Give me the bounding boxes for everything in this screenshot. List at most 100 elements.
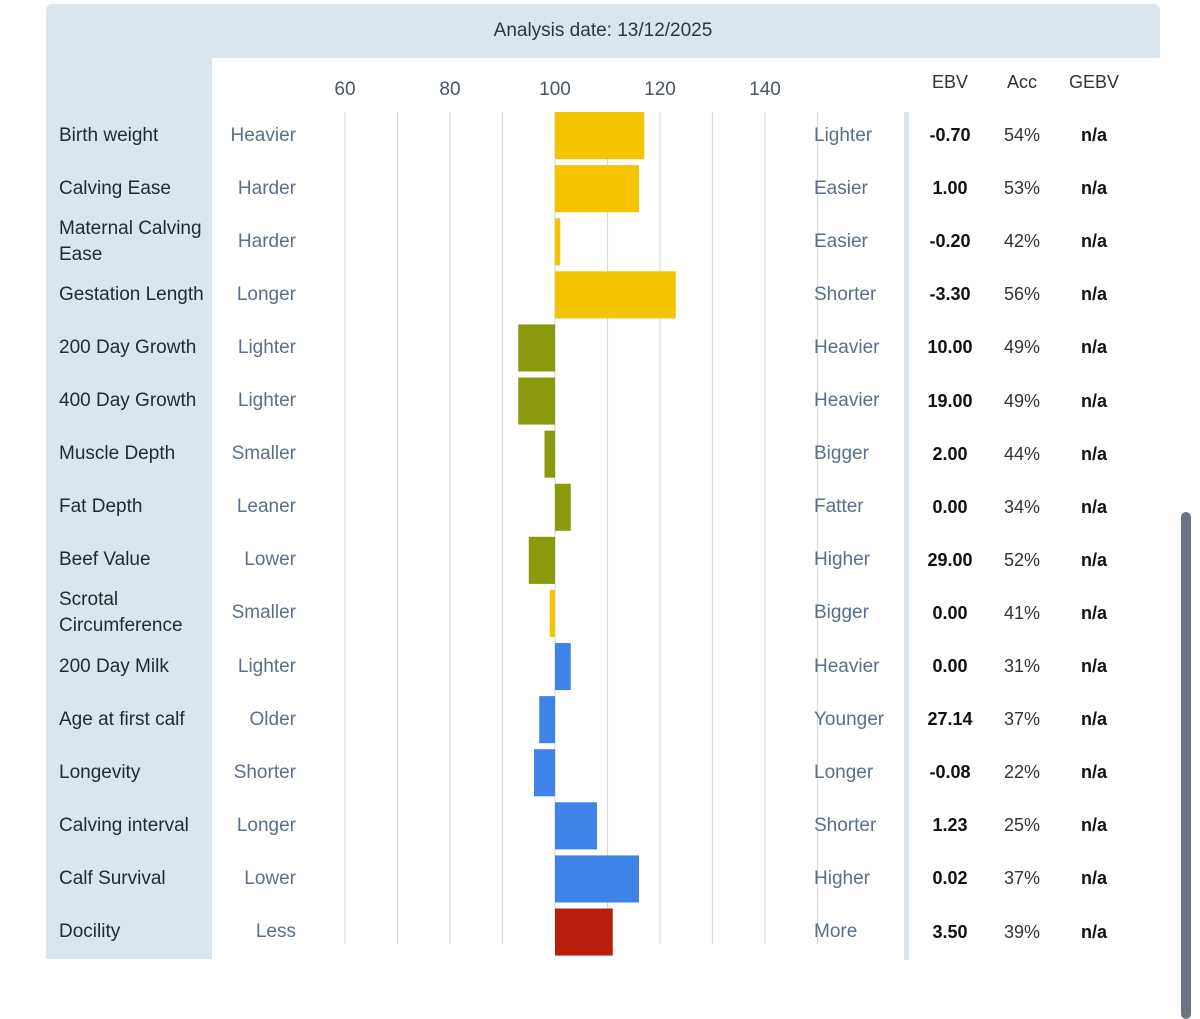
acc-column-header: Acc xyxy=(1006,72,1037,92)
accuracy-value: 54% xyxy=(1003,125,1041,146)
gebv-value: n/a xyxy=(1080,549,1107,570)
low-direction-label: Longer xyxy=(236,283,296,305)
low-direction-label: Longer xyxy=(236,814,296,836)
trait-name: Gestation Length xyxy=(59,283,204,305)
trait-name: Docility xyxy=(59,921,121,943)
trait-name: Birth weight xyxy=(59,124,159,146)
gebv-value: n/a xyxy=(1080,656,1107,677)
high-direction-label: Fatter xyxy=(814,496,864,518)
ebv-panel: Analysis date: 13/12/2025 60 80 100 120 140 … xyxy=(46,4,1160,960)
x-tick-label: 60 xyxy=(334,79,355,100)
ebv-value: 0.00 xyxy=(932,496,968,517)
high-direction-label: Longer xyxy=(814,761,874,783)
gebv-value: n/a xyxy=(1080,390,1107,411)
ebv-value: -0.20 xyxy=(929,231,971,252)
low-direction-label: Lower xyxy=(244,549,296,571)
bar-fat-depth xyxy=(555,483,571,531)
low-direction-label: Smaller xyxy=(231,443,296,465)
low-direction-label: Lighter xyxy=(237,390,296,412)
high-direction-label: Heavier xyxy=(814,655,880,677)
x-tick-label: 100 xyxy=(539,79,571,100)
bar-scrotal-circumference xyxy=(549,589,555,637)
ebv-value: 1.23 xyxy=(932,815,968,836)
ebv-value: 3.50 xyxy=(932,921,968,942)
low-direction-label: Shorter xyxy=(233,761,296,783)
trait-name: Scrotal Circumference xyxy=(59,589,183,637)
trait-name: Calving Ease xyxy=(59,177,171,199)
bar-age-at-first-calf xyxy=(539,696,555,744)
gebv-value: n/a xyxy=(1080,921,1107,942)
bar-gestation-length xyxy=(555,271,676,319)
gebv-value: n/a xyxy=(1080,496,1107,517)
gebv-value: n/a xyxy=(1080,762,1107,783)
low-direction-label: Harder xyxy=(237,230,296,252)
gebv-value: n/a xyxy=(1080,125,1107,146)
gebv-column-header: GEBV xyxy=(1068,72,1120,92)
analysis-date: Analysis date: 13/12/2025 xyxy=(493,20,713,41)
x-tick-label: 140 xyxy=(749,79,781,100)
bar-calving-interval xyxy=(555,802,597,850)
trait-name: Age at first calf xyxy=(59,708,185,730)
low-direction-label: Harder xyxy=(237,177,296,199)
column-separator xyxy=(904,112,909,960)
accuracy-value: 41% xyxy=(1003,602,1041,623)
low-direction-label: Older xyxy=(249,708,296,730)
low-direction-label: Heavier xyxy=(230,124,296,146)
high-direction-label: Heavier xyxy=(814,336,880,358)
high-direction-label: Easier xyxy=(814,177,868,199)
ebv-value: 2.00 xyxy=(932,443,968,464)
accuracy-value: 56% xyxy=(1003,284,1041,305)
x-tick-label: 80 xyxy=(439,79,460,100)
low-direction-label: Smaller xyxy=(231,602,296,624)
trait-name: 200 Day Milk xyxy=(59,655,169,677)
low-direction-label: Leaner xyxy=(236,496,296,518)
ebv-bar-chart: 60 80 100 120 140 xyxy=(334,79,819,956)
low-direction-label: Lighter xyxy=(237,655,296,677)
high-direction-label: Easier xyxy=(814,230,868,252)
trait-name: Calf Survival xyxy=(59,867,166,889)
high-direction-label: Shorter xyxy=(814,283,877,305)
gebv-value: n/a xyxy=(1080,709,1107,730)
trait-name: Muscle Depth xyxy=(59,443,176,465)
gebv-value: n/a xyxy=(1080,231,1107,252)
accuracy-value: 49% xyxy=(1003,337,1041,358)
accuracy-value: 25% xyxy=(1003,815,1041,836)
bar-400-day-growth xyxy=(518,377,555,425)
ebv-value: 29.00 xyxy=(927,549,973,570)
scrollbar[interactable] xyxy=(1181,512,1191,1019)
ebv-value: -0.08 xyxy=(929,762,971,783)
gebv-value: n/a xyxy=(1080,337,1107,358)
gebv-value: n/a xyxy=(1080,815,1107,836)
accuracy-value: 31% xyxy=(1003,656,1041,677)
trait-name: Fat Depth xyxy=(59,496,143,518)
ebv-value: 10.00 xyxy=(927,337,973,358)
accuracy-value: 37% xyxy=(1003,868,1041,889)
high-direction-label: Higher xyxy=(814,867,870,889)
high-direction-label: Lighter xyxy=(814,124,873,146)
trait-name: Maternal Calving Ease xyxy=(59,217,202,265)
bar-calving-ease xyxy=(555,165,639,213)
high-direction-label: Shorter xyxy=(814,814,877,836)
trait-name: 400 Day Growth xyxy=(59,390,197,412)
gebv-value: n/a xyxy=(1080,178,1107,199)
gebv-value: n/a xyxy=(1080,284,1107,305)
accuracy-value: 52% xyxy=(1003,549,1041,570)
bar-birth-weight xyxy=(555,112,645,160)
high-direction-label: Higher xyxy=(814,549,870,571)
bar-200-day-milk xyxy=(555,643,571,691)
accuracy-value: 34% xyxy=(1003,496,1041,517)
bar-calf-survival xyxy=(555,855,639,903)
trait-name: Calving interval xyxy=(59,814,189,836)
trait-name: Beef Value xyxy=(59,549,151,571)
bar-docility xyxy=(555,908,613,956)
accuracy-value: 42% xyxy=(1003,231,1041,252)
high-direction-label: Younger xyxy=(814,708,885,730)
bar-longevity xyxy=(534,749,555,797)
trait-name: 200 Day Growth xyxy=(59,336,197,358)
ebv-value: 1.00 xyxy=(932,178,968,199)
trait-name: Longevity xyxy=(59,761,141,783)
low-direction-label: Lighter xyxy=(237,336,296,358)
gebv-value: n/a xyxy=(1080,443,1107,464)
accuracy-value: 49% xyxy=(1003,390,1041,411)
gebv-value: n/a xyxy=(1080,602,1107,623)
